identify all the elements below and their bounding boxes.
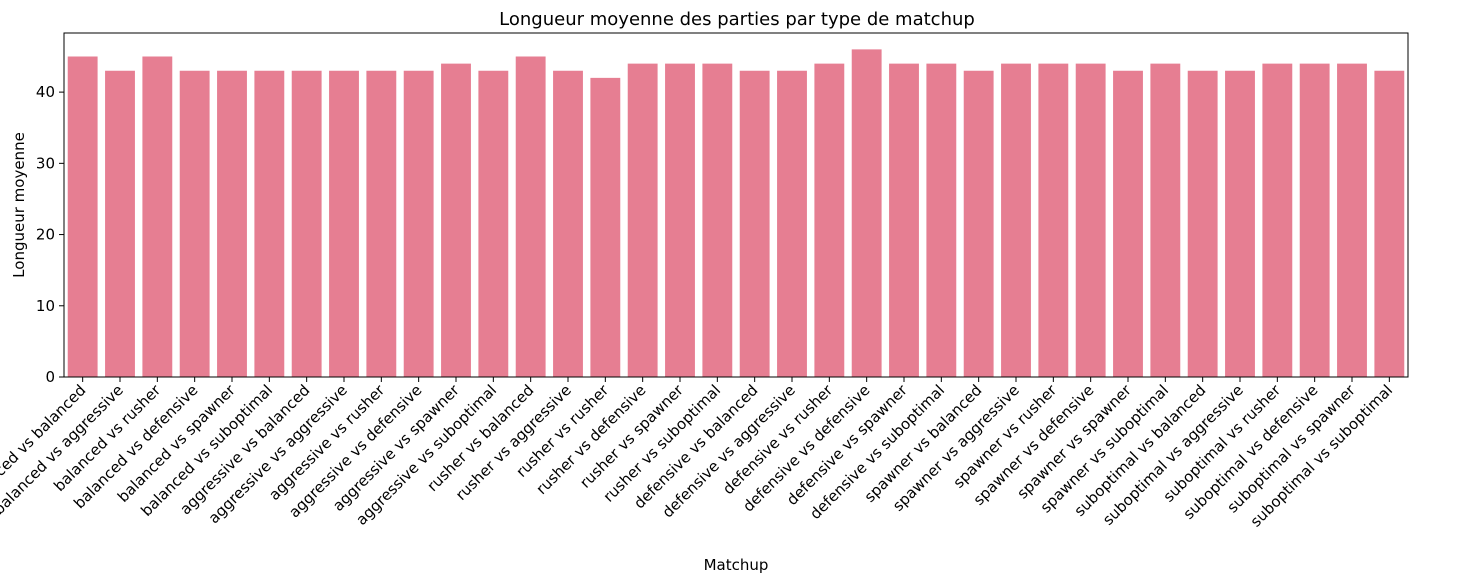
bar-21 bbox=[851, 49, 882, 377]
bar-27 bbox=[1075, 63, 1106, 378]
bar-30 bbox=[1187, 70, 1218, 378]
bar-34 bbox=[1337, 63, 1367, 378]
bar-19 bbox=[777, 70, 807, 378]
y-tick-label-3: 30 bbox=[36, 154, 55, 172]
y-tick-label-4: 40 bbox=[36, 83, 55, 101]
y-axis: 0 10 20 30 40 bbox=[36, 83, 64, 386]
bar-33 bbox=[1299, 63, 1330, 378]
bar-3 bbox=[179, 70, 210, 378]
bar-5 bbox=[254, 70, 285, 378]
bar-2 bbox=[142, 56, 173, 377]
bar-22 bbox=[889, 63, 919, 378]
bar-20 bbox=[814, 63, 845, 378]
bar-12 bbox=[515, 56, 546, 377]
bar-26 bbox=[1038, 63, 1069, 378]
y-axis-label: Longueur moyenne bbox=[10, 132, 28, 278]
bar-7 bbox=[329, 70, 359, 378]
bar-8 bbox=[366, 70, 397, 378]
y-tick-label-1: 10 bbox=[36, 297, 55, 315]
bar-10 bbox=[441, 63, 471, 378]
bar-28 bbox=[1113, 70, 1143, 378]
bar-35 bbox=[1374, 70, 1405, 378]
y-tick-label-2: 20 bbox=[36, 226, 55, 244]
bar-15 bbox=[627, 63, 658, 378]
plot-frame bbox=[63, 32, 1409, 378]
bar-29 bbox=[1150, 63, 1181, 378]
bar-24 bbox=[963, 70, 994, 378]
chart-title: Longueur moyenne des parties par type de… bbox=[499, 9, 975, 30]
bar-18 bbox=[739, 70, 770, 378]
bar-4 bbox=[217, 70, 247, 378]
x-axis-label: Matchup bbox=[704, 556, 769, 574]
bar-9 bbox=[403, 70, 434, 378]
bar-14 bbox=[590, 77, 621, 377]
bar-1 bbox=[105, 70, 135, 378]
bar-16 bbox=[665, 63, 695, 378]
bar-13 bbox=[553, 70, 583, 378]
bar-6 bbox=[291, 70, 322, 378]
bar-31 bbox=[1225, 70, 1255, 378]
y-tick-label-0: 0 bbox=[45, 368, 55, 386]
bar-32 bbox=[1262, 63, 1293, 378]
bar-17 bbox=[702, 63, 733, 378]
bar-25 bbox=[1001, 63, 1031, 378]
bars-group bbox=[67, 49, 1405, 378]
bar-0 bbox=[67, 56, 98, 377]
bar-11 bbox=[478, 70, 509, 378]
bar-23 bbox=[926, 63, 957, 378]
